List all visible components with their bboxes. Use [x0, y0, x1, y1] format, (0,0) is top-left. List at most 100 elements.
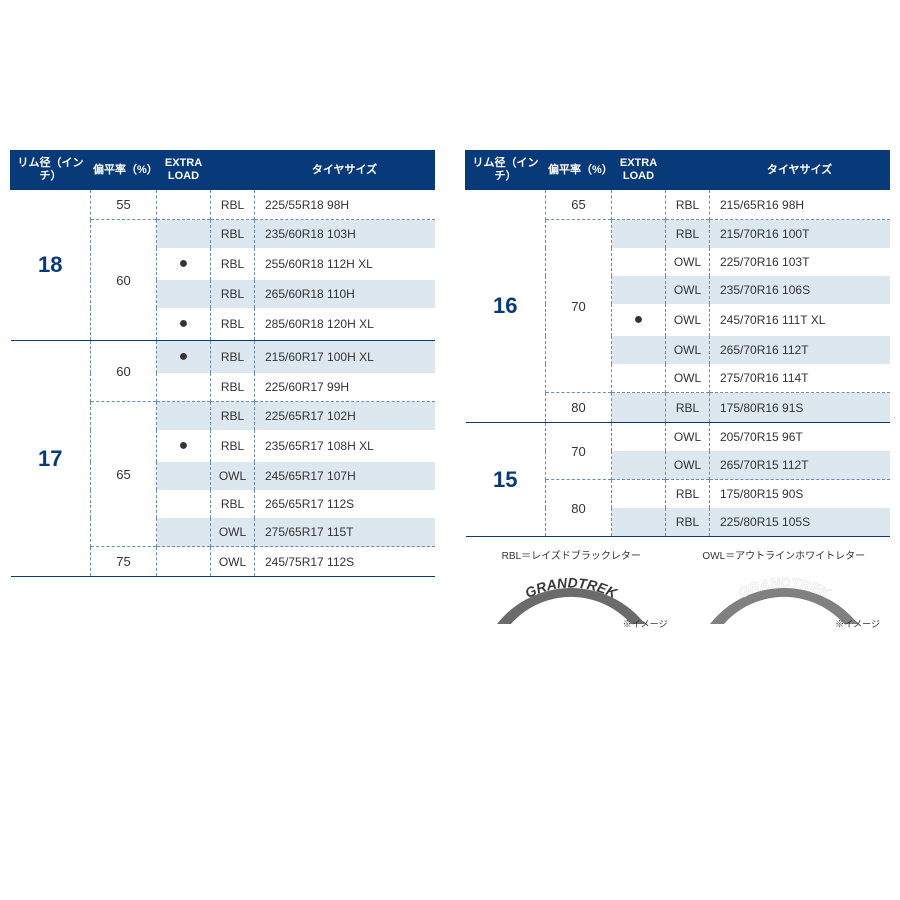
- size-cell: 205/70R15 96T: [710, 423, 890, 452]
- code-cell: OWL: [666, 336, 710, 364]
- rim-cell: 18: [11, 190, 91, 341]
- rim-cell: 17: [11, 341, 91, 577]
- size-cell: 275/65R17 115T: [255, 518, 435, 547]
- header-aspect: 偏平率（%）: [91, 151, 157, 190]
- right-tire-table-block: リム径（インチ）偏平率（%）EXTRA LOADタイヤサイズ1665RBL215…: [465, 150, 890, 636]
- extra-load-cell: [612, 276, 666, 304]
- code-cell: OWL: [666, 423, 710, 452]
- aspect-cell: 60: [91, 341, 157, 402]
- code-cell: OWL: [211, 462, 255, 490]
- legend-owl: OWL＝アウトラインホワイトレター GRANDTREK ※イメージ: [688, 547, 881, 636]
- size-cell: 175/80R16 91S: [710, 393, 890, 423]
- size-cell: 245/65R17 107H: [255, 462, 435, 490]
- extra-load-cell: ●: [157, 430, 211, 462]
- code-cell: OWL: [211, 547, 255, 577]
- code-cell: RBL: [211, 430, 255, 462]
- size-cell: 215/70R16 100T: [710, 220, 890, 249]
- extra-load-cell: [612, 220, 666, 249]
- table-row: 1855RBL225/55R18 98H: [11, 190, 435, 220]
- header-aspect: 偏平率（%）: [546, 151, 612, 190]
- aspect-cell: 55: [91, 190, 157, 220]
- table-row: 1665RBL215/65R16 98H: [466, 190, 890, 220]
- header-extra-load: EXTRA LOAD: [157, 151, 211, 190]
- extra-load-cell: [612, 508, 666, 537]
- code-cell: RBL: [666, 220, 710, 249]
- code-cell: OWL: [666, 451, 710, 480]
- size-cell: 265/70R16 112T: [710, 336, 890, 364]
- size-cell: 245/75R17 112S: [255, 547, 435, 577]
- extra-load-cell: [612, 190, 666, 220]
- code-cell: OWL: [666, 364, 710, 393]
- aspect-cell: 80: [546, 393, 612, 423]
- aspect-cell: 65: [91, 402, 157, 547]
- aspect-cell: 60: [91, 220, 157, 341]
- size-cell: 265/70R15 112T: [710, 451, 890, 480]
- extra-load-cell: ●: [157, 248, 211, 280]
- code-cell: RBL: [211, 373, 255, 402]
- extra-load-cell: [612, 393, 666, 423]
- extra-load-cell: [157, 220, 211, 249]
- code-cell: RBL: [211, 248, 255, 280]
- extra-load-cell: [612, 336, 666, 364]
- code-cell: RBL: [211, 490, 255, 518]
- aspect-cell: 70: [546, 220, 612, 393]
- extra-load-cell: [612, 364, 666, 393]
- header-extra-load: EXTRA LOAD: [612, 151, 666, 190]
- size-cell: 215/60R17 100H XL: [255, 341, 435, 374]
- code-cell: RBL: [211, 308, 255, 341]
- aspect-cell: 65: [546, 190, 612, 220]
- legend-owl-note: ※イメージ: [835, 617, 880, 630]
- header-size: タイヤサイズ: [710, 151, 890, 190]
- code-cell: OWL: [211, 518, 255, 547]
- code-cell: RBL: [211, 220, 255, 249]
- left-tire-table: リム径（インチ）偏平率（%）EXTRA LOADタイヤサイズ1855RBL225…: [10, 150, 435, 577]
- header-rim: リム径（インチ）: [466, 151, 546, 190]
- size-cell: 235/70R16 106S: [710, 276, 890, 304]
- extra-load-cell: [157, 190, 211, 220]
- size-cell: 225/65R17 102H: [255, 402, 435, 431]
- code-cell: RBL: [211, 280, 255, 308]
- extra-load-cell: [157, 280, 211, 308]
- extra-load-cell: [157, 373, 211, 402]
- extra-load-cell: [157, 547, 211, 577]
- rim-cell: 15: [466, 423, 546, 537]
- extra-load-cell: [612, 480, 666, 509]
- aspect-cell: 80: [546, 480, 612, 537]
- extra-load-cell: [612, 423, 666, 452]
- code-cell: RBL: [666, 190, 710, 220]
- extra-load-cell: [157, 402, 211, 431]
- legend-rbl-note: ※イメージ: [623, 617, 668, 630]
- size-cell: 225/55R18 98H: [255, 190, 435, 220]
- extra-load-cell: [612, 248, 666, 276]
- extra-load-cell: ●: [612, 304, 666, 336]
- size-cell: 245/70R16 111T XL: [710, 304, 890, 336]
- size-cell: 225/80R15 105S: [710, 508, 890, 537]
- extra-load-cell: [157, 490, 211, 518]
- header-rim: リム径（インチ）: [11, 151, 91, 190]
- code-cell: RBL: [211, 341, 255, 374]
- extra-load-cell: ●: [157, 308, 211, 341]
- size-cell: 265/60R18 110H: [255, 280, 435, 308]
- code-cell: RBL: [211, 402, 255, 431]
- size-cell: 285/60R18 120H XL: [255, 308, 435, 341]
- legend-rbl-label: RBL＝レイズドブラックレター: [475, 547, 668, 562]
- size-cell: 275/70R16 114T: [710, 364, 890, 393]
- table-row: 1760●RBL215/60R17 100H XL: [11, 341, 435, 374]
- code-cell: OWL: [666, 276, 710, 304]
- extra-load-cell: ●: [157, 341, 211, 374]
- table-row: 1570OWL205/70R15 96T: [466, 423, 890, 452]
- code-cell: RBL: [666, 393, 710, 423]
- header-size: タイヤサイズ: [255, 151, 435, 190]
- size-cell: 225/70R16 103T: [710, 248, 890, 276]
- size-cell: 255/60R18 112H XL: [255, 248, 435, 280]
- size-cell: 235/65R17 108H XL: [255, 430, 435, 462]
- header-code: [211, 151, 255, 190]
- header-code: [666, 151, 710, 190]
- extra-load-cell: [612, 451, 666, 480]
- size-cell: 215/65R16 98H: [710, 190, 890, 220]
- code-cell: RBL: [211, 190, 255, 220]
- size-cell: 225/60R17 99H: [255, 373, 435, 402]
- aspect-cell: 70: [546, 423, 612, 480]
- legend: RBL＝レイズドブラックレター GRANDTREK ※イメージ OWL＝アウトラ…: [465, 537, 890, 636]
- size-cell: 175/80R15 90S: [710, 480, 890, 509]
